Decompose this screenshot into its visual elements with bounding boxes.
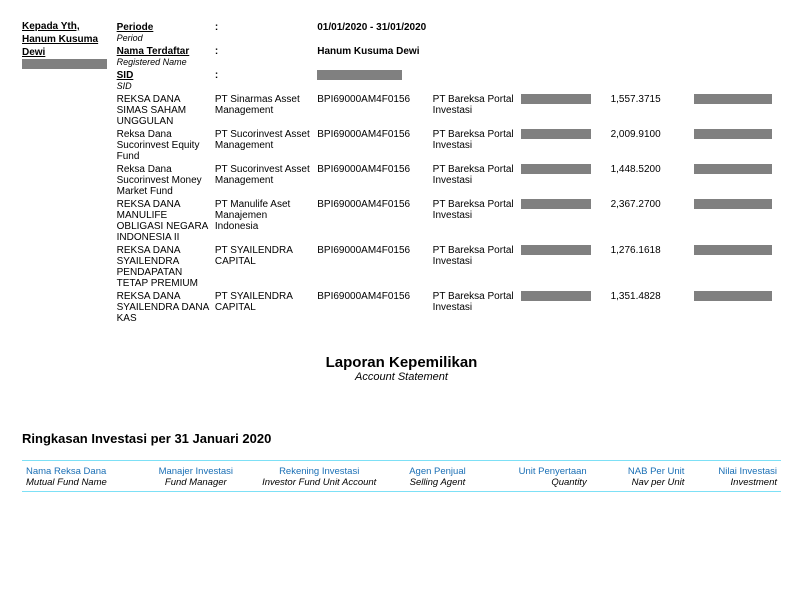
recipient-line2: Hanum Kusuma Dewi — [22, 33, 113, 59]
recipient-block: Kepada Yth, Hanum Kusuma Dewi — [22, 20, 113, 326]
meta-sid-redacted — [317, 70, 402, 80]
col-inv-h1: Nilai Investasi — [688, 463, 781, 477]
meta-sid-sub: SID — [117, 81, 132, 91]
cell-nav: 2,367.2700 — [609, 199, 690, 243]
cell-agent: PT Bareksa Portal Investasi — [431, 129, 517, 162]
recipient-redacted — [22, 59, 107, 69]
cell-agent: PT Bareksa Portal Investasi — [431, 199, 517, 243]
cell-name: REKSA DANA MANULIFE OBLIGASI NEGARA INDO… — [115, 199, 211, 243]
cell-name: REKSA DANA SIMAS SAHAM UNGGULAN — [115, 94, 211, 127]
inv-redacted — [694, 164, 772, 174]
cell-qty — [519, 291, 607, 324]
cell-inv — [692, 245, 779, 289]
cell-nav: 1,351.4828 — [609, 291, 690, 324]
cell-inv — [692, 94, 779, 127]
col-nav-h2: Nav per Unit — [591, 477, 689, 492]
inv-redacted — [694, 94, 772, 104]
title-block: Laporan Kepemilikan Account Statement — [22, 354, 781, 383]
cell-qty — [519, 94, 607, 127]
table-row: REKSA DANA SYAILENDRA DANA KASPT SYAILEN… — [115, 291, 779, 324]
investment-table: Nama Reksa Dana Manajer Investasi Rekeni… — [22, 460, 781, 492]
cell-agent: PT Bareksa Portal Investasi — [431, 245, 517, 289]
meta-colon: : — [213, 70, 313, 92]
meta-nama-label: Nama Terdaftar — [117, 46, 190, 57]
col-qty-h2: Quantity — [493, 477, 591, 492]
recipient-line1: Kepada Yth, — [22, 20, 113, 33]
cell-nav: 1,557.3715 — [609, 94, 690, 127]
qty-redacted — [521, 129, 591, 139]
cell-nav: 1,276.1618 — [609, 245, 690, 289]
cell-acct: BPI69000AM4F0156 — [315, 245, 428, 289]
col-inv-h2: Investment — [688, 477, 781, 492]
inv-redacted — [694, 245, 772, 255]
qty-redacted — [521, 94, 591, 104]
meta-colon: : — [213, 22, 313, 44]
cell-qty — [519, 129, 607, 162]
cell-nav: 1,448.5200 — [609, 164, 690, 197]
table-row: Reksa Dana Sucorinvest Money Market Fund… — [115, 164, 779, 197]
qty-redacted — [521, 291, 591, 301]
cell-acct: BPI69000AM4F0156 — [315, 199, 428, 243]
col-acct-h2: Investor Fund Unit Account — [256, 477, 381, 492]
qty-redacted — [521, 245, 591, 255]
qty-redacted — [521, 164, 591, 174]
col-name-h1: Nama Reksa Dana — [22, 463, 135, 477]
cell-name: REKSA DANA SYAILENDRA DANA KAS — [115, 291, 211, 324]
meta-block: Periode Period : 01/01/2020 - 31/01/2020… — [113, 20, 781, 326]
title-sub: Account Statement — [22, 371, 781, 383]
cell-mgr: PT SYAILENDRA CAPITAL — [213, 245, 313, 289]
table-row: Reksa Dana Sucorinvest Equity FundPT Suc… — [115, 129, 779, 162]
inv-redacted — [694, 129, 772, 139]
col-name-h2: Mutual Fund Name — [22, 477, 135, 492]
cell-agent: PT Bareksa Portal Investasi — [431, 164, 517, 197]
cell-name: Reksa Dana Sucorinvest Equity Fund — [115, 129, 211, 162]
cell-inv — [692, 129, 779, 162]
meta-colon: : — [213, 46, 313, 68]
meta-periode-sub: Period — [117, 33, 143, 43]
cell-qty — [519, 245, 607, 289]
section-heading: Ringkasan Investasi per 31 Januari 2020 — [22, 431, 781, 446]
table-row: REKSA DANA SYAILENDRA PENDAPATAN TETAP P… — [115, 245, 779, 289]
col-agent-h1: Agen Penjual — [382, 463, 493, 477]
col-mgr-h2: Fund Manager — [135, 477, 256, 492]
inv-redacted — [694, 291, 772, 301]
cell-acct: BPI69000AM4F0156 — [315, 94, 428, 127]
cell-acct: BPI69000AM4F0156 — [315, 129, 428, 162]
cell-inv — [692, 164, 779, 197]
meta-nama-value: Hanum Kusuma Dewi — [315, 46, 428, 68]
cell-mgr: PT Sucorinvest Asset Management — [213, 129, 313, 162]
header: Kepada Yth, Hanum Kusuma Dewi Periode Pe… — [22, 20, 781, 326]
col-qty-h1: Unit Penyertaan — [493, 463, 591, 477]
cell-name: Reksa Dana Sucorinvest Money Market Fund — [115, 164, 211, 197]
cell-inv — [692, 291, 779, 324]
table-row: REKSA DANA MANULIFE OBLIGASI NEGARA INDO… — [115, 199, 779, 243]
cell-name: REKSA DANA SYAILENDRA PENDAPATAN TETAP P… — [115, 245, 211, 289]
cell-inv — [692, 199, 779, 243]
cell-nav: 2,009.9100 — [609, 129, 690, 162]
col-nav-h1: NAB Per Unit — [591, 463, 689, 477]
cell-mgr: PT Sinarmas Asset Management — [213, 94, 313, 127]
col-agent-h2: Selling Agent — [382, 477, 493, 492]
cell-mgr: PT Manulife Aset Manajemen Indonesia — [213, 199, 313, 243]
qty-redacted — [521, 199, 591, 209]
title-main: Laporan Kepemilikan — [22, 354, 781, 371]
inv-redacted — [694, 199, 772, 209]
cell-mgr: PT SYAILENDRA CAPITAL — [213, 291, 313, 324]
meta-sid-label: SID — [117, 70, 134, 81]
meta-periode-value: 01/01/2020 - 31/01/2020 — [315, 22, 428, 44]
cell-agent: PT Bareksa Portal Investasi — [431, 94, 517, 127]
meta-periode-label: Periode — [117, 22, 154, 33]
col-acct-h1: Rekening Investasi — [256, 463, 381, 477]
col-mgr-h1: Manajer Investasi — [135, 463, 256, 477]
cell-qty — [519, 164, 607, 197]
cell-acct: BPI69000AM4F0156 — [315, 291, 428, 324]
meta-nama-sub: Registered Name — [117, 57, 187, 67]
table-row: REKSA DANA SIMAS SAHAM UNGGULANPT Sinarm… — [115, 94, 779, 127]
cell-acct: BPI69000AM4F0156 — [315, 164, 428, 197]
cell-mgr: PT Sucorinvest Asset Management — [213, 164, 313, 197]
cell-agent: PT Bareksa Portal Investasi — [431, 291, 517, 324]
cell-qty — [519, 199, 607, 243]
